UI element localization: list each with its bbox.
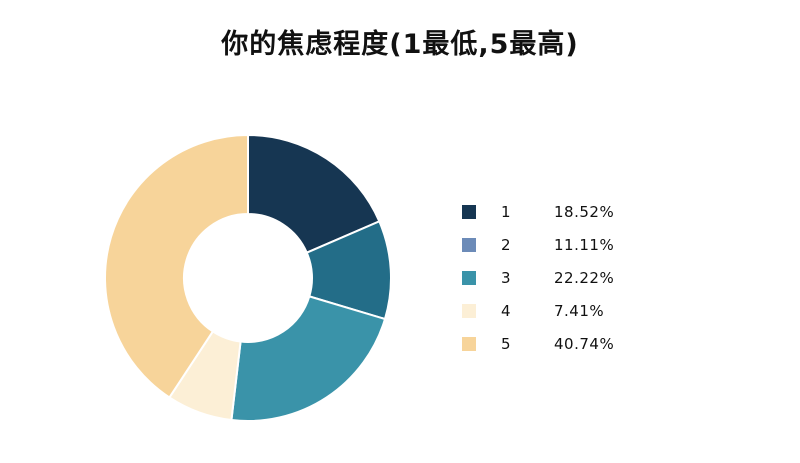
legend-value-3: 22.22%: [554, 269, 615, 287]
legend-label-2: 2: [501, 236, 511, 254]
legend-swatch-3: [462, 271, 476, 285]
slice-1: [247, 133, 381, 254]
legend: 1 18.52% 2 11.11% 3 22.22% 4 7.41% 5 40.…: [462, 203, 662, 368]
legend-swatch-5: [462, 337, 476, 351]
legend-swatch-4: [462, 304, 476, 318]
legend-label-1: 1: [501, 203, 511, 221]
legend-item-1: 1 18.52%: [462, 203, 662, 236]
legend-label-4: 4: [501, 302, 511, 320]
legend-label-5: 5: [501, 335, 511, 353]
legend-item-4: 4 7.41%: [462, 302, 662, 335]
legend-value-1: 18.52%: [554, 203, 615, 221]
legend-value-5: 40.74%: [554, 335, 615, 353]
legend-swatch-1: [462, 205, 476, 219]
legend-value-4: 7.41%: [554, 302, 605, 320]
legend-label-3: 3: [501, 269, 511, 287]
chart-title: 你的焦虑程度(1最低,5最高): [221, 29, 579, 60]
slice-3: [230, 295, 387, 422]
slice-5: [104, 133, 249, 399]
legend-item-5: 5 40.74%: [462, 335, 662, 368]
legend-item-3: 3 22.22%: [462, 269, 662, 302]
legend-swatch-2: [462, 238, 476, 252]
legend-value-2: 11.11%: [554, 236, 615, 254]
legend-item-2: 2 11.11%: [462, 236, 662, 269]
